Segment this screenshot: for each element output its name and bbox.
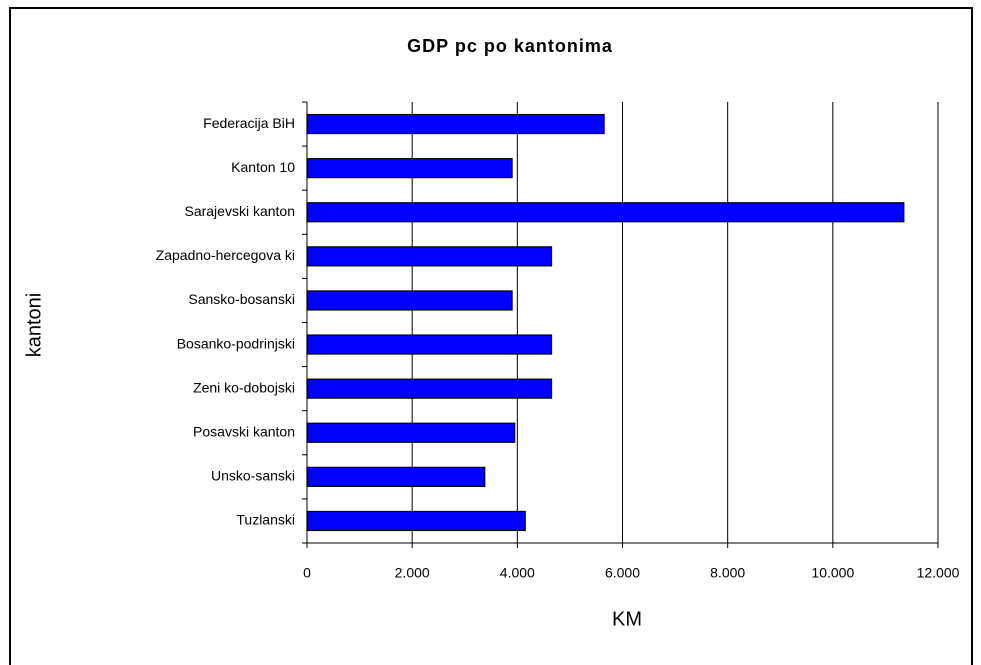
x-tick-label: 2.000 xyxy=(395,565,430,581)
y-tick-label: Sarajevski kanton xyxy=(184,203,295,219)
x-tick-label: 6.000 xyxy=(605,565,640,581)
x-tick-label: 12.000 xyxy=(917,565,960,581)
y-tick-label: Federacija BiH xyxy=(203,115,295,131)
y-tick-label: Kanton 10 xyxy=(231,159,295,175)
chart-title: GDP pc po kantonima xyxy=(407,36,613,56)
x-tick-label: 0 xyxy=(303,565,311,581)
bar xyxy=(306,158,513,179)
bar xyxy=(306,246,553,267)
bar xyxy=(306,290,513,311)
bar xyxy=(306,113,605,135)
bar xyxy=(306,510,526,532)
y-tick-label: Bosanko-podrinjski xyxy=(177,335,295,351)
y-tick-label: Zeni ko-dobojski xyxy=(193,379,295,395)
y-tick-label: Tuzlanski xyxy=(236,512,295,528)
y-axis-label: kantoni xyxy=(23,293,45,358)
bar xyxy=(306,378,553,399)
bar xyxy=(306,334,553,355)
x-tick-label: 10.000 xyxy=(811,565,854,581)
x-axis-label: KM xyxy=(612,608,642,630)
y-tick-label: Posavski kanton xyxy=(193,423,295,439)
x-tick-label: 8.000 xyxy=(710,565,745,581)
bar xyxy=(306,466,486,487)
x-tick-label: 4.000 xyxy=(500,565,535,581)
bar xyxy=(306,202,905,223)
y-tick-label: Zapadno-hercegova ki xyxy=(156,247,295,263)
y-tick-label: Unsko-sanski xyxy=(211,468,295,484)
y-tick-label: Sansko-bosanski xyxy=(188,291,295,307)
bar xyxy=(306,422,516,443)
